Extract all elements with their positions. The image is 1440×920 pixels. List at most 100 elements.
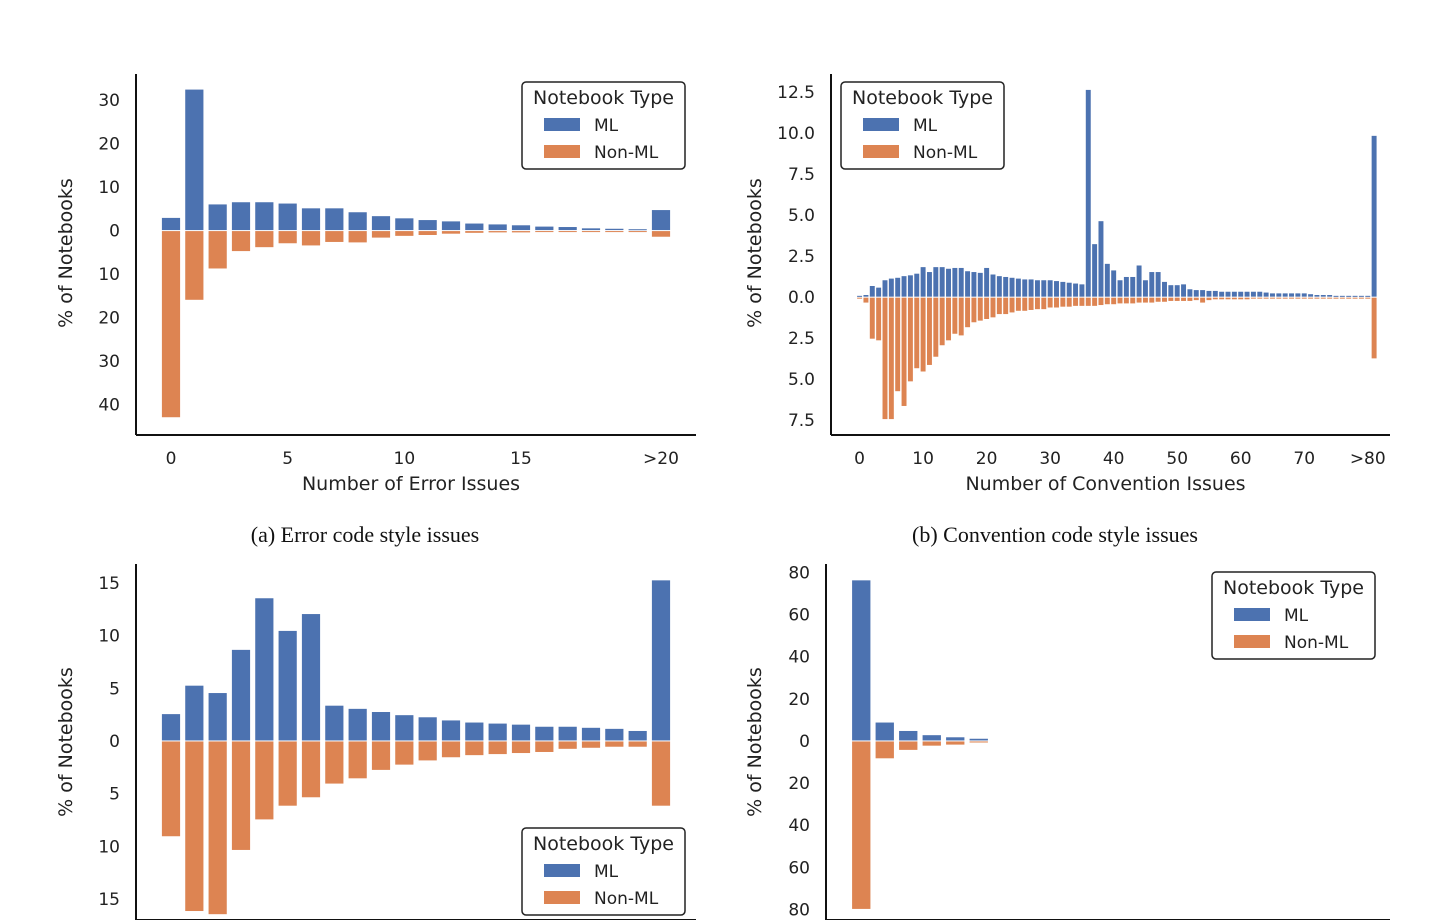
bar-non-ml-5 (969, 741, 988, 743)
bar-ml-35 (1079, 284, 1085, 297)
bar-non-ml-25 (1015, 297, 1021, 311)
bar-non-ml-18 (581, 231, 601, 233)
bar-ml-69 (1295, 293, 1301, 297)
bar-ml-10 (395, 715, 414, 741)
panel-d-bars (852, 580, 988, 909)
legend-label-non-ml: Non-ML (913, 143, 978, 163)
bar-ml-4 (255, 202, 274, 231)
bar-non-ml-8 (348, 741, 367, 779)
x-tick-label: 15 (510, 449, 532, 469)
bar-non-ml-10 (395, 741, 414, 765)
bar-ml-2 (899, 730, 918, 741)
bar-ml-81 (1371, 135, 1377, 297)
bar-non-ml-34 (1073, 297, 1079, 306)
bar-ml-0 (852, 580, 871, 741)
legend-swatch-ml (863, 118, 899, 131)
bar-ml-6 (301, 614, 321, 741)
bar-non-ml-38 (1098, 297, 1104, 306)
bar-non-ml-58 (1225, 297, 1231, 300)
legend-swatch-ml (544, 864, 580, 877)
fatal-issues-chart: 80 60 40 20 0 20 40 60 80 % of Notebooks Noteboo… (744, 563, 1390, 920)
convention-issues-bars (857, 89, 1377, 420)
bar-ml-13 (465, 722, 484, 741)
bar-non-ml-3 (231, 741, 251, 850)
panel-d-y-ticks: 80 60 40 20 0 20 40 60 80 (788, 563, 810, 920)
bar-ml-2 (869, 286, 875, 297)
y-tick-label: 5 (109, 679, 120, 699)
bar-non-ml-14 (946, 297, 951, 341)
bar-non-ml-1 (185, 231, 204, 300)
bar-ml-16 (958, 267, 964, 297)
bar-non-ml-17 (965, 297, 971, 328)
bar-ml-5 (969, 738, 988, 741)
bar-non-ml-5 (278, 231, 297, 244)
bar-non-ml-63 (1257, 297, 1263, 299)
bar-ml-31 (1054, 281, 1059, 297)
bar-ml-19 (605, 728, 624, 741)
legend-swatch-non-ml (1234, 635, 1270, 648)
y-tick-label: 0 (109, 222, 120, 242)
bar-non-ml-19 (605, 741, 624, 747)
error-issues-x-ticks: 0 5 10 15 >20 (166, 449, 679, 469)
bar-non-ml-54 (1200, 297, 1206, 303)
legend-label-ml: ML (913, 116, 938, 136)
bar-non-ml-0 (857, 297, 863, 299)
bar-non-ml-56 (1212, 297, 1218, 300)
bar-non-ml-67 (1282, 297, 1288, 299)
bar-ml-16 (535, 726, 554, 741)
bar-ml-21 (651, 580, 671, 741)
bar-ml-8 (348, 708, 367, 741)
bar-non-ml-2 (208, 741, 227, 915)
bar-ml-62 (1250, 291, 1256, 297)
bar-ml-5 (888, 278, 894, 297)
bar-non-ml-81 (1371, 297, 1377, 359)
legend-swatch-ml (1234, 608, 1270, 621)
bar-ml-73 (1320, 295, 1326, 297)
bar-ml-17 (558, 726, 577, 741)
bar-non-ml-16 (535, 231, 554, 233)
bar-non-ml-3 (922, 741, 941, 746)
bar-non-ml-3 (876, 297, 882, 341)
bar-non-ml-21 (651, 741, 671, 806)
bar-non-ml-75 (1333, 297, 1339, 299)
legend-label-ml: ML (594, 862, 619, 882)
y-tick-label: 15 (98, 574, 120, 594)
bar-ml-64 (1263, 292, 1269, 297)
bar-ml-74 (1327, 295, 1333, 297)
bar-ml-40 (1111, 270, 1117, 297)
bar-ml-10 (920, 267, 926, 297)
bar-non-ml-41 (1117, 297, 1123, 304)
bar-ml-5 (278, 203, 297, 231)
bar-ml-41 (1117, 280, 1123, 297)
bar-ml-11 (926, 272, 932, 297)
bar-non-ml-57 (1219, 297, 1225, 300)
y-tick-label: 5.0 (788, 370, 815, 390)
bar-ml-36 (1085, 89, 1091, 297)
bar-ml-12 (933, 267, 939, 297)
y-tick-label: 80 (788, 563, 810, 583)
bar-non-ml-78 (1352, 297, 1358, 299)
bar-ml-21 (990, 274, 996, 297)
bar-non-ml-44 (1136, 297, 1142, 303)
bar-ml-55 (1206, 290, 1212, 297)
bar-ml-9 (914, 273, 920, 297)
bar-ml-27 (1028, 279, 1034, 297)
bar-non-ml-9 (914, 297, 920, 369)
bar-ml-42 (1123, 276, 1129, 297)
bar-ml-24 (1009, 277, 1015, 297)
bar-non-ml-26 (1022, 297, 1028, 311)
bar-ml-4 (882, 280, 888, 297)
bar-ml-12 (441, 720, 461, 741)
bar-non-ml-11 (418, 231, 437, 235)
bar-ml-0 (161, 217, 181, 231)
bar-non-ml-4 (882, 297, 888, 420)
bar-non-ml-0 (161, 231, 181, 418)
bar-non-ml-39 (1104, 297, 1110, 305)
bar-ml-1 (863, 295, 869, 297)
error-issues-bars (161, 89, 671, 418)
bar-ml-32 (1060, 281, 1066, 297)
y-tick-label: 0 (799, 732, 810, 752)
bar-ml-45 (1142, 280, 1148, 297)
legend-swatch-non-ml (544, 891, 580, 904)
bar-ml-71 (1308, 294, 1314, 297)
